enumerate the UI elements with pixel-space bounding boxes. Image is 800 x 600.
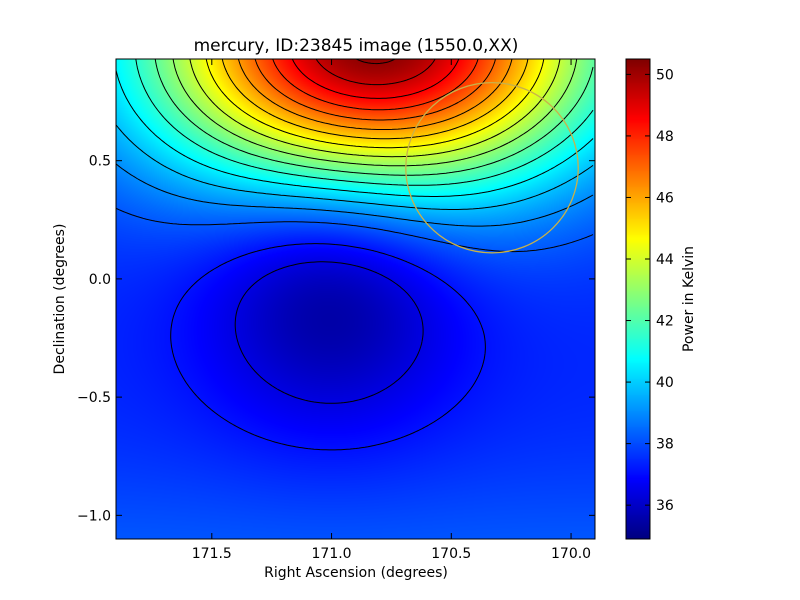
contour-level-16 <box>291 58 460 99</box>
contour-level-17 <box>315 58 436 86</box>
y-axis-ticks: 0.5 0.0 −0.5 −1.0 <box>77 154 595 524</box>
y-axis-label: Declination (degrees) <box>52 224 68 375</box>
colorbar-frame <box>625 58 651 540</box>
x-axis-label: Right Ascension (degrees) <box>264 565 448 581</box>
colorbar-tick-label: 42 <box>656 314 674 330</box>
colorbar: 36 38 40 42 44 46 48 50 Power in Kelvin <box>625 58 697 540</box>
y-tick-label: 0.5 <box>89 154 111 170</box>
contour-level-8 <box>154 58 594 176</box>
colorbar-gradient <box>626 59 650 539</box>
contour-level-7 <box>135 58 594 186</box>
contour-level-18 <box>356 58 396 65</box>
contour-level-9 <box>172 58 578 167</box>
contour-lines <box>115 58 594 451</box>
colorbar-tick-label: 48 <box>656 129 674 145</box>
heatmap-image <box>116 59 595 539</box>
colorbar-tick-label: 38 <box>656 437 674 453</box>
contour-level-14 <box>254 58 496 121</box>
y-tick-label: −1.0 <box>77 508 111 524</box>
contour-level-13 <box>237 58 513 130</box>
contour-level-2 <box>170 243 486 451</box>
x-tick-label: 171.5 <box>192 546 232 562</box>
colorbar-tick-label: 50 <box>656 67 674 83</box>
x-axis-ticks: 171.5 171.0 170.5 170.0 <box>192 59 591 562</box>
colorbar-ticks: 36 38 40 42 44 46 48 50 <box>626 67 674 514</box>
y-tick-label: −0.5 <box>77 390 111 406</box>
y-tick-label: 0.0 <box>89 272 111 288</box>
colorbar-tick-label: 44 <box>656 252 674 268</box>
beam-circle <box>405 81 579 254</box>
colorbar-label: Power in Kelvin <box>681 246 697 352</box>
x-tick-label: 170.5 <box>431 546 471 562</box>
colorbar-tick-label: 46 <box>656 190 674 206</box>
x-tick-label: 171.0 <box>312 546 352 562</box>
contour-level-10 <box>189 58 561 158</box>
colorbar-tick-label: 40 <box>656 375 674 391</box>
contour-level-3 <box>115 207 594 253</box>
contour-level-11 <box>205 58 545 149</box>
colorbar-tick-label: 36 <box>656 498 674 514</box>
plot-frame <box>115 58 596 540</box>
chart-title: mercury, ID:23845 image (1550.0,XX) <box>194 36 519 56</box>
x-tick-label: 170.0 <box>551 546 591 562</box>
plot-area <box>115 58 596 540</box>
contour-level-1 <box>234 261 424 404</box>
contour-level-12 <box>221 58 529 140</box>
contour-level-15 <box>272 58 479 111</box>
